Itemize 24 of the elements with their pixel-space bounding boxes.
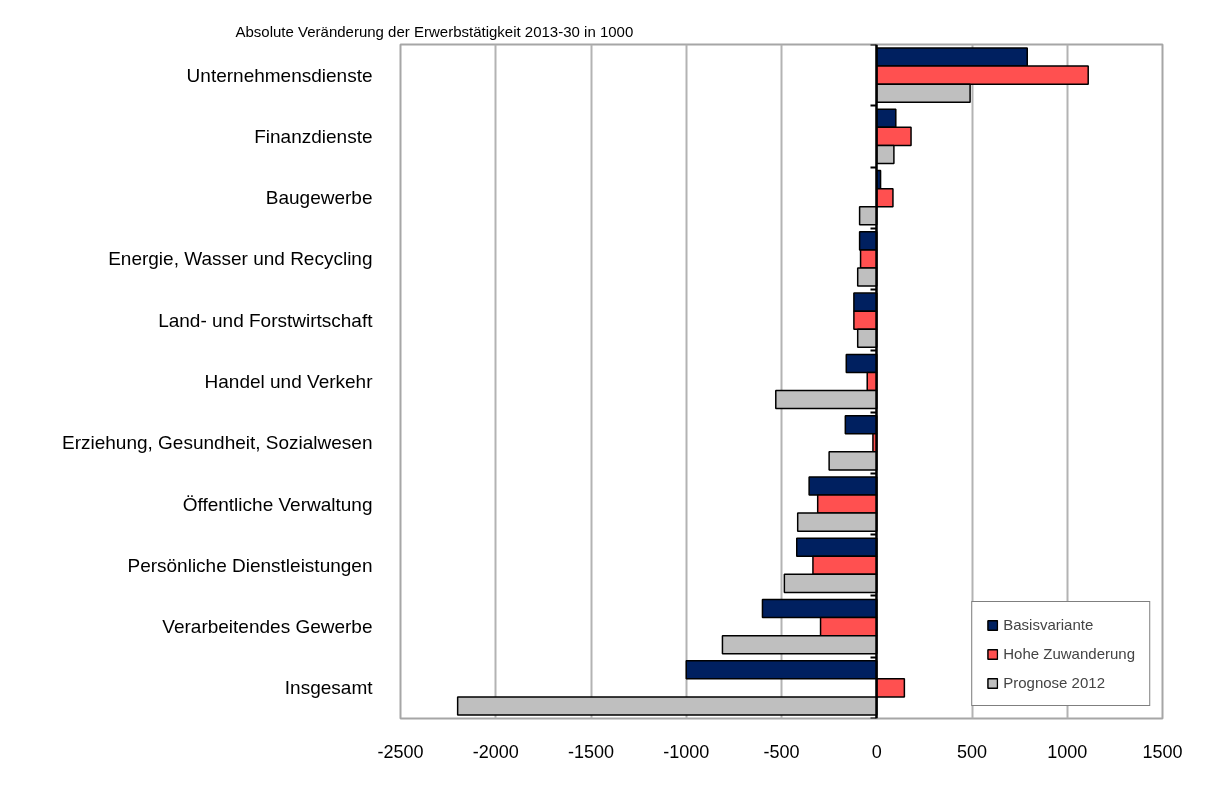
y-tick-label: Erziehung, Gesundheit, Sozialwesen xyxy=(61,432,373,454)
x-tick-label: -2000 xyxy=(472,741,519,762)
y-tick-label: Unternehmensdienste xyxy=(186,64,373,86)
legend-label: Prognose 2012 xyxy=(1003,674,1105,691)
y-tick-label: Insgesamt xyxy=(284,677,374,699)
legend-label: Basisvariante xyxy=(1003,616,1094,633)
legend-label: Hohe Zuwanderung xyxy=(1003,645,1135,662)
x-tick-label: -1500 xyxy=(567,741,615,762)
y-tick-label: Energie, Wasser und Recycling xyxy=(108,248,373,270)
x-tick-label: 0 xyxy=(871,741,882,762)
x-tick-label: 500 xyxy=(956,741,988,762)
y-tick-label: Finanzdienste xyxy=(254,125,373,147)
y-tick-label: Land- und Forstwirtschaft xyxy=(158,309,374,331)
x-tick-label: -1000 xyxy=(663,741,710,762)
x-tick-label: -500 xyxy=(763,741,800,762)
x-tick-label: -2500 xyxy=(377,741,424,762)
y-tick-label: Persönliche Dienstleistungen xyxy=(127,554,373,576)
y-tick-label: Baugewerbe xyxy=(265,187,373,209)
chart-title: Absolute Veränderung der Erwerbstätigkeit 2013-30 in 1000 xyxy=(235,22,634,40)
x-tick-label: 1000 xyxy=(1047,741,1088,762)
y-tick-label: Handel und Verkehr xyxy=(204,371,374,392)
x-tick-label: 1500 xyxy=(1142,741,1183,762)
y-tick-label: Verarbeitendes Gewerbe xyxy=(162,616,373,638)
y-tick-label: Öffentliche Verwaltung xyxy=(182,493,373,515)
